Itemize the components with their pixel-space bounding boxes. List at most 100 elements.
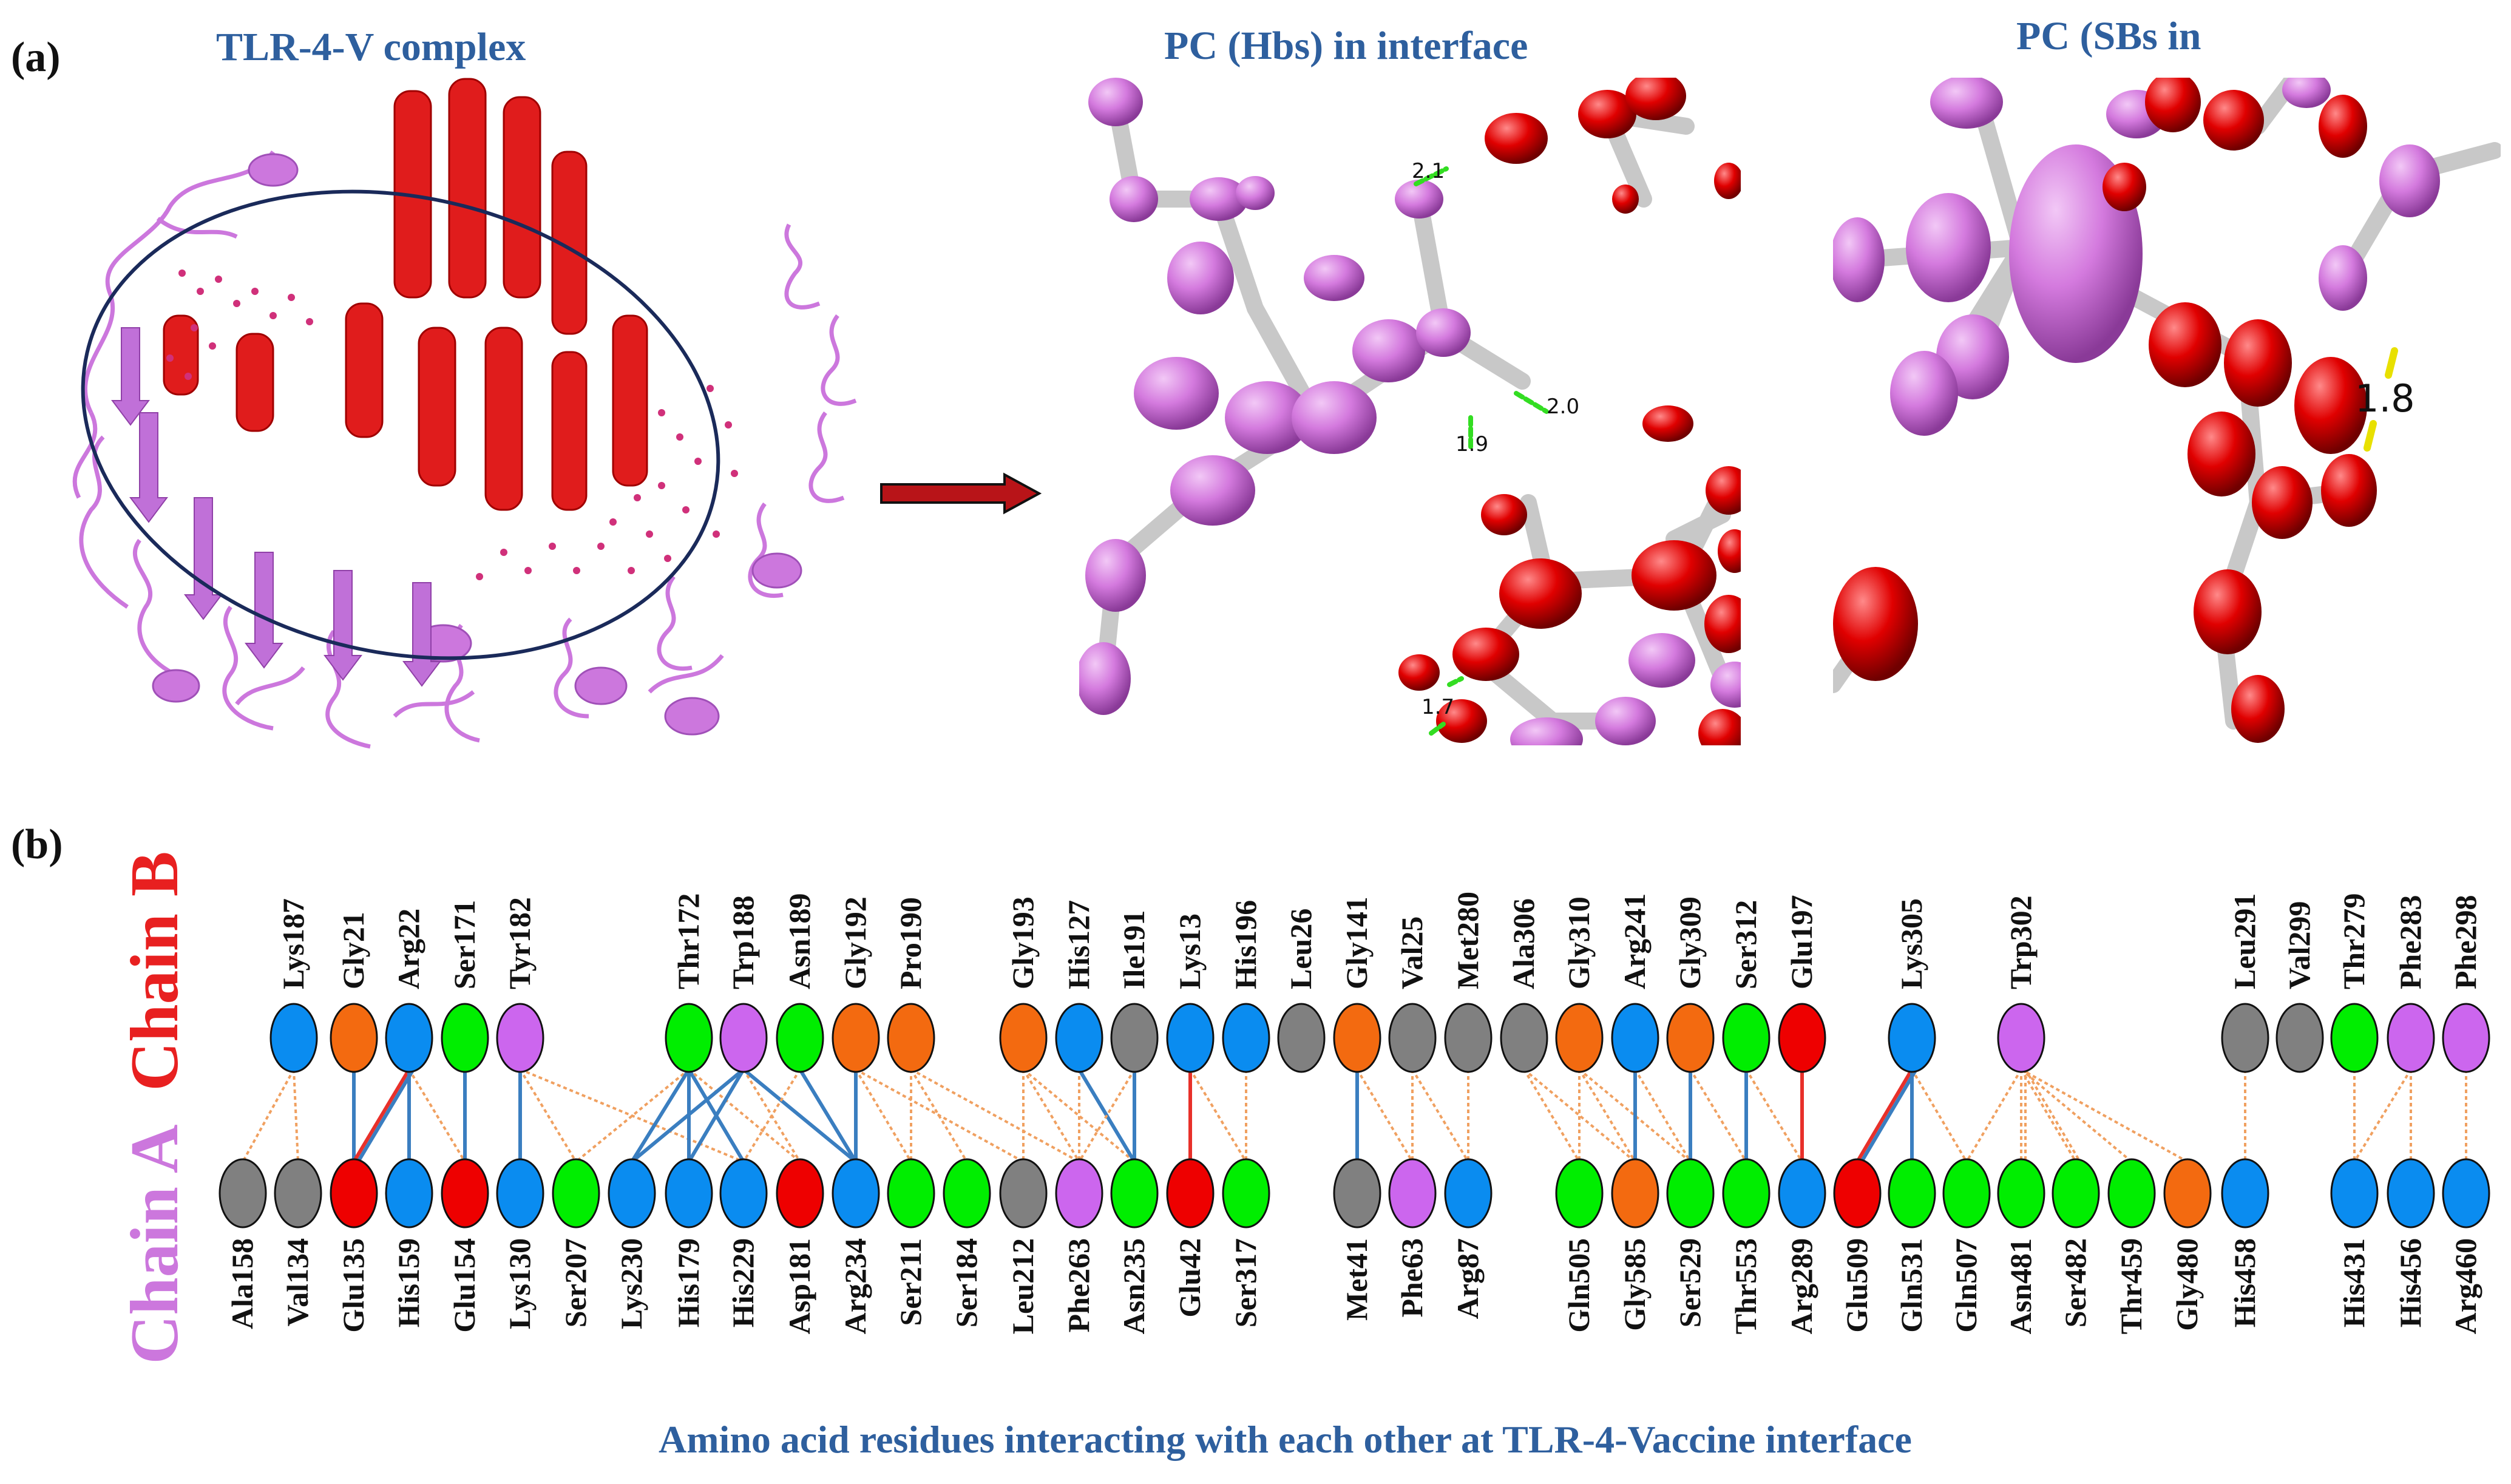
residue-node-b-ala306 bbox=[1500, 1003, 1548, 1073]
interaction-line-contact bbox=[1411, 1068, 1469, 1163]
residue-label-a-ser184: Ser184 bbox=[949, 1238, 983, 1327]
residue-node-a-arg87 bbox=[1444, 1158, 1493, 1228]
interaction-line-contact bbox=[1523, 1068, 1581, 1163]
residue-node-b-arg241 bbox=[1611, 1003, 1659, 1073]
hbs-interface-image: 2.1 2.0 1.9 1.7 bbox=[1079, 78, 1741, 745]
sbs-distance: 1.8 bbox=[2355, 376, 2415, 421]
residue-label-b-leu291: Leu291 bbox=[2228, 893, 2262, 989]
interaction-line-h-bond bbox=[631, 1068, 745, 1164]
residue-node-a-his458 bbox=[2221, 1158, 2269, 1228]
panel-b-letter: (b) bbox=[11, 821, 63, 868]
panel-a-letter: (a) bbox=[11, 34, 61, 81]
hbs-distance-1: 2.1 bbox=[1412, 159, 1445, 183]
residue-label-b-pro190: Pro190 bbox=[893, 897, 927, 989]
residue-node-b-gly193 bbox=[999, 1003, 1048, 1073]
residue-label-b-lys13: Lys13 bbox=[1173, 913, 1207, 989]
residue-node-a-glu42 bbox=[1166, 1158, 1215, 1228]
interaction-line-contact bbox=[1022, 1068, 1080, 1163]
residue-label-a-gln507: Gln507 bbox=[1949, 1238, 1983, 1333]
residue-node-a-his431 bbox=[2330, 1158, 2379, 1228]
residue-node-a-glu154 bbox=[441, 1158, 489, 1228]
residue-node-b-leu291 bbox=[2221, 1003, 2269, 1073]
interaction-line-contact bbox=[2021, 1068, 2188, 1163]
residue-node-a-leu212 bbox=[999, 1158, 1048, 1228]
residue-label-b-met280: Met280 bbox=[1451, 892, 1485, 989]
residue-label-a-gln505: Gln505 bbox=[1562, 1238, 1596, 1333]
residue-label-a-glu42: Glu42 bbox=[1173, 1238, 1207, 1318]
residue-label-a-ser207: Ser207 bbox=[558, 1238, 592, 1327]
right-arrow-icon bbox=[880, 472, 1042, 515]
sbs-interface-image: 1.8 bbox=[1833, 78, 2501, 743]
residue-label-a-arg234: Arg234 bbox=[838, 1238, 872, 1334]
residue-node-a-thr459 bbox=[2107, 1158, 2156, 1228]
interaction-line-salt-bridge bbox=[352, 1068, 411, 1163]
interaction-line-contact bbox=[1965, 1068, 2022, 1163]
residue-node-a-gln505 bbox=[1555, 1158, 1604, 1228]
residue-node-b-gly310 bbox=[1555, 1003, 1604, 1073]
residue-node-b-met280 bbox=[1444, 1003, 1493, 1073]
residue-node-a-glu509 bbox=[1833, 1158, 1882, 1228]
interaction-line-contact bbox=[1578, 1068, 1692, 1163]
residue-label-b-thr279: Thr279 bbox=[2337, 893, 2371, 989]
residue-label-a-glu135: Glu135 bbox=[336, 1238, 370, 1333]
residue-node-a-lys130 bbox=[496, 1158, 544, 1228]
residue-label-a-thr553: Thr553 bbox=[1729, 1238, 1763, 1334]
residue-node-a-thr553 bbox=[1722, 1158, 1771, 1228]
residue-label-b-his196: His196 bbox=[1228, 900, 1262, 989]
residue-node-b-lys13 bbox=[1166, 1003, 1215, 1073]
residue-label-a-gly585: Gly585 bbox=[1618, 1238, 1652, 1331]
residue-node-a-glu135 bbox=[330, 1158, 378, 1228]
residue-label-a-ser529: Ser529 bbox=[1673, 1238, 1707, 1327]
residue-label-b-gly192: Gly192 bbox=[838, 896, 872, 989]
residue-node-b-lys187 bbox=[269, 1003, 318, 1073]
interaction-line-contact bbox=[519, 1068, 577, 1163]
residue-label-a-gly480: Gly480 bbox=[2170, 1238, 2204, 1331]
residue-label-a-arg460: Arg460 bbox=[2448, 1238, 2482, 1334]
residue-label-a-arg289: Arg289 bbox=[1784, 1238, 1818, 1334]
residue-label-a-glu509: Glu509 bbox=[1840, 1238, 1874, 1333]
interaction-line-contact bbox=[1911, 1068, 1968, 1163]
residue-label-b-his127: His127 bbox=[1062, 900, 1096, 989]
residue-node-a-ser211 bbox=[887, 1158, 935, 1228]
residue-label-a-gln531: Gln531 bbox=[1894, 1238, 1928, 1333]
interaction-line-contact bbox=[408, 1068, 466, 1163]
residue-node-a-gly480 bbox=[2163, 1158, 2212, 1228]
interaction-line-contact bbox=[742, 1068, 801, 1163]
residue-label-b-ala306: Ala306 bbox=[1506, 898, 1540, 989]
interaction-line-contact bbox=[1578, 1068, 1636, 1163]
interaction-line-contact bbox=[855, 1068, 912, 1163]
hbs-title: PC (Hbs) in interface bbox=[1164, 24, 1528, 68]
residue-label-a-asn235: Asn235 bbox=[1117, 1238, 1151, 1334]
residue-node-b-his127 bbox=[1055, 1003, 1103, 1073]
interface-ellipse bbox=[81, 189, 720, 660]
interaction-line-h-bond bbox=[798, 1068, 858, 1163]
interaction-line-contact bbox=[1634, 1068, 1692, 1163]
interaction-line-h-bond bbox=[1860, 1068, 1918, 1163]
residue-node-a-asn235 bbox=[1110, 1158, 1159, 1228]
tlr4-vaccine-complex-image bbox=[72, 78, 857, 749]
residue-node-b-tyr182 bbox=[496, 1003, 544, 1073]
residue-node-b-val25 bbox=[1388, 1003, 1437, 1073]
sbs-title: PC (SBs in bbox=[2016, 14, 2201, 58]
residue-label-b-phe283: Phe283 bbox=[2393, 895, 2427, 989]
residue-label-a-lys230: Lys230 bbox=[614, 1238, 648, 1329]
residue-node-a-lys230 bbox=[608, 1158, 656, 1228]
interaction-line-contact bbox=[1745, 1068, 1803, 1163]
residue-node-a-asn481 bbox=[1997, 1158, 2045, 1228]
residue-label-b-val299: Val299 bbox=[2282, 901, 2316, 989]
residue-node-b-gly21 bbox=[330, 1003, 378, 1073]
chain-a-label: Chain A bbox=[117, 1124, 192, 1364]
residue-node-a-his229 bbox=[719, 1158, 768, 1228]
residue-node-b-thr172 bbox=[665, 1003, 713, 1073]
residue-node-a-ser317 bbox=[1222, 1158, 1270, 1228]
residue-node-a-ala158 bbox=[219, 1158, 267, 1228]
residue-node-b-trp302 bbox=[1997, 1003, 2045, 1073]
residue-label-b-ser312: Ser312 bbox=[1729, 900, 1763, 989]
residue-label-b-gly309: Gly309 bbox=[1673, 896, 1707, 989]
residue-node-a-ser207 bbox=[552, 1158, 600, 1228]
residue-node-a-gln531 bbox=[1888, 1158, 1936, 1228]
residue-label-b-lys187: Lys187 bbox=[276, 898, 310, 989]
residue-node-b-gly192 bbox=[832, 1003, 880, 1073]
residue-node-a-ser482 bbox=[2052, 1158, 2100, 1228]
residue-node-b-trp188 bbox=[719, 1003, 768, 1073]
